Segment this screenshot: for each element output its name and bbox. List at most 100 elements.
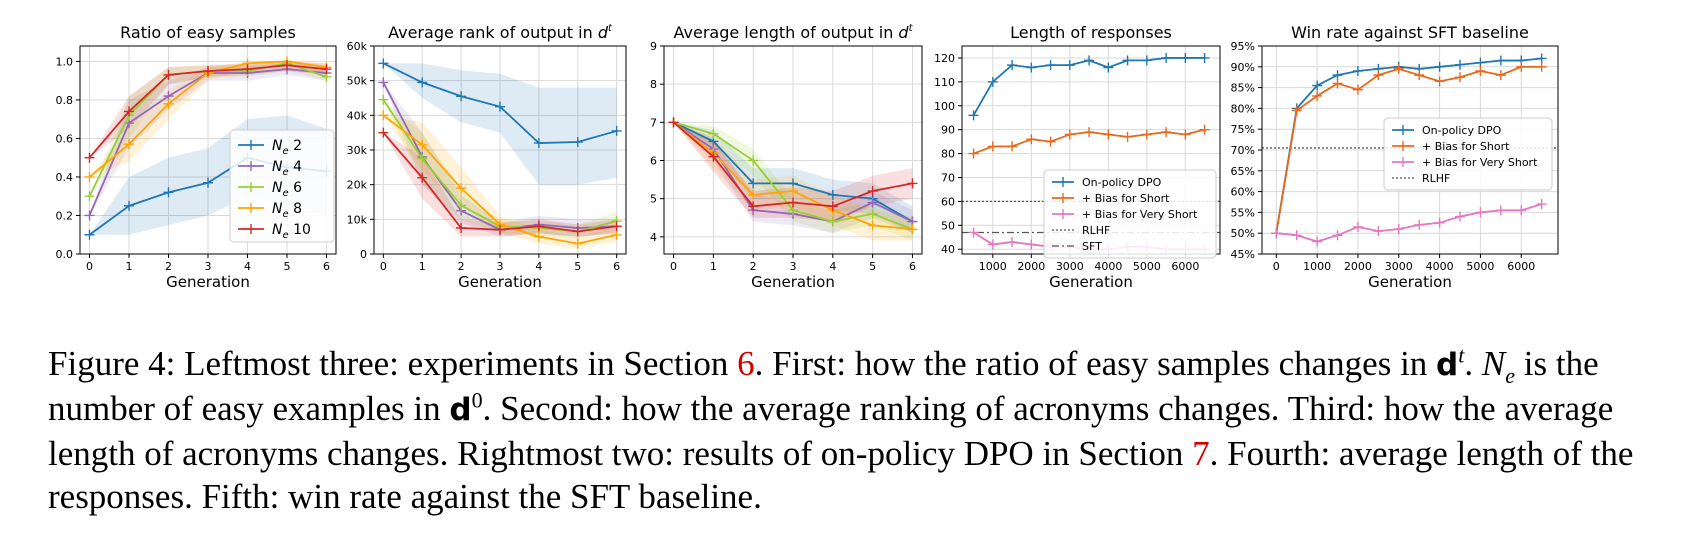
data-point	[417, 153, 428, 164]
math-sup-t: t	[1458, 342, 1465, 368]
title-sup-t: t	[608, 23, 613, 34]
data-point	[1312, 236, 1323, 247]
title-text: Average length of output in	[674, 23, 899, 42]
tick-label-x: 6000	[1507, 260, 1535, 273]
data-point	[378, 58, 389, 69]
data-point	[1122, 55, 1133, 66]
legend-box	[229, 129, 335, 243]
data-point	[163, 98, 174, 109]
data-point	[1373, 226, 1384, 237]
tick-label-y: 85%	[1231, 82, 1255, 95]
section-6-link[interactable]: 6	[737, 344, 755, 383]
data-point	[1312, 80, 1323, 91]
chart-title: Ratio of easy samples	[120, 23, 296, 42]
legend-label: + Bias for Very Short	[1422, 156, 1538, 169]
data-point	[1084, 127, 1095, 138]
data-point	[1434, 76, 1445, 87]
chart-1: 0 1 2 3 4 5 6 0.0 0.2 0.4 0.6 0.8 1.0 Ratio of easy s…	[56, 23, 337, 291]
section-7-link[interactable]: 7	[1192, 434, 1210, 473]
data-point	[456, 91, 467, 102]
tick-label-y: 65%	[1231, 165, 1255, 178]
data-point	[1352, 65, 1363, 76]
chart-title: Win rate against SFT baseline	[1291, 23, 1529, 42]
chart-5: 0 1000 2000 3000 4000 5000 6000 45% 50% 55% 60% 65%…	[1231, 23, 1559, 291]
tick-label-y: 95%	[1231, 40, 1255, 53]
tick-label-y: 60k	[347, 40, 368, 53]
tick-label-y: 40	[941, 243, 955, 256]
data-point	[1007, 60, 1018, 71]
data-point	[708, 151, 719, 162]
tick-label-y: 1.0	[56, 55, 74, 68]
confidence-band	[673, 122, 913, 234]
data-point	[84, 171, 95, 182]
chart-title: Length of responses	[1010, 23, 1172, 42]
tick-label-x: 3000	[1056, 260, 1084, 273]
data-point	[321, 64, 332, 75]
data-point	[748, 201, 759, 212]
math-d: d	[1436, 347, 1459, 383]
tick-label-x: 4000	[1094, 260, 1122, 273]
tick-label-x: 5000	[1133, 260, 1161, 273]
legend-n: N	[272, 159, 283, 175]
tick-label-y: 70	[941, 171, 955, 184]
tick-label-x: 0	[670, 260, 677, 273]
math-sup-0: 0	[471, 387, 483, 413]
data-point	[1516, 205, 1527, 216]
data-point	[417, 139, 428, 150]
tick-label-y: 60%	[1231, 186, 1255, 199]
tick-label-x: 5000	[1466, 260, 1494, 273]
tick-label-x: 4	[535, 260, 542, 273]
data-point	[1026, 62, 1037, 73]
data-point	[1312, 90, 1323, 101]
data-point	[123, 106, 134, 117]
data-point	[1007, 237, 1018, 248]
data-point	[533, 231, 544, 242]
data-point	[1373, 70, 1384, 81]
legend-box	[1383, 117, 1553, 191]
tick-label-y: 5	[650, 193, 657, 206]
data-point	[1455, 59, 1466, 70]
legend-e: e	[282, 167, 288, 178]
chart-title: Average rank of output in dt	[388, 23, 613, 42]
figure-caption: Figure 4: Leftmost three: experiments in…	[48, 342, 1648, 518]
data-point	[968, 110, 979, 121]
data-point	[987, 239, 998, 250]
data-point	[378, 110, 389, 121]
data-point	[1064, 129, 1075, 140]
legend-label: Ne 6	[272, 180, 302, 199]
tick-label-x: 2	[458, 260, 465, 273]
data-point	[456, 183, 467, 194]
data-point	[495, 224, 505, 235]
data-point	[378, 94, 389, 105]
tick-label-y: 80	[941, 148, 955, 161]
tick-label-x: 2	[165, 260, 172, 273]
legend-label: + Bias for Short	[1082, 192, 1170, 205]
tick-label-y: 45%	[1231, 248, 1255, 261]
data-point	[708, 128, 719, 139]
legend: On-policy DPO + Bias for Short + Bias for …	[1383, 117, 1553, 191]
math-d: d	[449, 392, 472, 428]
data-point	[827, 201, 838, 212]
data-point	[1271, 228, 1282, 239]
data-point	[1352, 84, 1363, 95]
data-point	[1495, 70, 1506, 81]
tick-label-y: 0.8	[56, 94, 74, 107]
tick-label-x: 3000	[1385, 260, 1413, 273]
tick-label-x: 1000	[1303, 260, 1331, 273]
tick-label-y: 8	[650, 78, 657, 91]
legend-value: 8	[289, 201, 302, 217]
tick-label-x: 0	[380, 260, 387, 273]
tick-label-x: 2	[750, 260, 757, 273]
data-point	[417, 172, 428, 183]
data-point	[1122, 131, 1133, 142]
math-N: N	[1481, 344, 1506, 383]
tick-label-y: 90%	[1231, 61, 1255, 74]
data-point	[1045, 60, 1056, 71]
data-point	[867, 186, 878, 197]
data-point	[572, 137, 583, 148]
tick-label-y: 60	[941, 195, 955, 208]
confidence-band	[383, 132, 617, 237]
tick-label-x: 4000	[1426, 260, 1454, 273]
tick-label-x: 1	[710, 260, 717, 273]
tick-label-x: 1	[419, 260, 426, 273]
